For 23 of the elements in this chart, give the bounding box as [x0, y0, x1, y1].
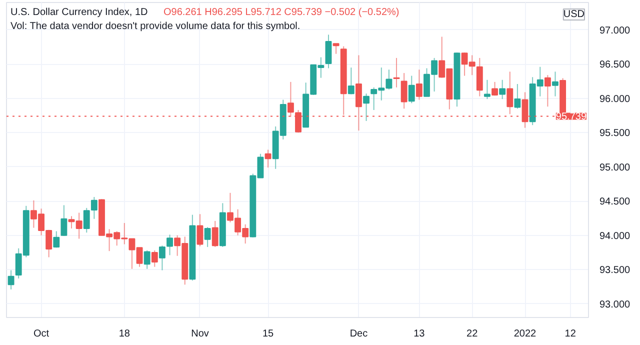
chart-title: U.S. Dollar Currency Index, 1D: [10, 7, 148, 18]
y-tick-label: 97.000: [600, 25, 631, 36]
x-tick-label: 22: [466, 328, 478, 340]
x-tick-label: Oct: [33, 328, 50, 340]
y-tick-label: 96.500: [600, 60, 631, 71]
y-tick-label: 93.000: [600, 299, 631, 310]
x-tick-label: 15: [262, 328, 274, 340]
chart-subtitle: O96.261 H96.295 L95.712 C95.739 −0.502 (−0.52%): [164, 7, 400, 18]
x-tick-label: 13: [414, 328, 426, 340]
y-tick-label: 96.000: [600, 94, 631, 105]
annotation: USD: [563, 9, 585, 20]
annotation: Vol: The data vendor doesn't provide volume data for this symbol.: [10, 21, 300, 32]
y-tick-label: 94.000: [600, 230, 631, 242]
ref-line-label: 95.739: [556, 112, 587, 123]
y-tick-label: 94.500: [600, 196, 631, 208]
x-tick-label: 12: [564, 328, 576, 340]
y-tick-label: 95.500: [600, 128, 631, 140]
y-tick-label: 93.500: [600, 265, 631, 276]
x-tick-label: Nov: [191, 328, 209, 340]
x-tick-label: 18: [118, 328, 130, 340]
y-tick-label: 95.000: [600, 162, 631, 174]
x-tick-label: 2022: [514, 328, 537, 340]
x-tick-label: Dec: [350, 328, 368, 340]
